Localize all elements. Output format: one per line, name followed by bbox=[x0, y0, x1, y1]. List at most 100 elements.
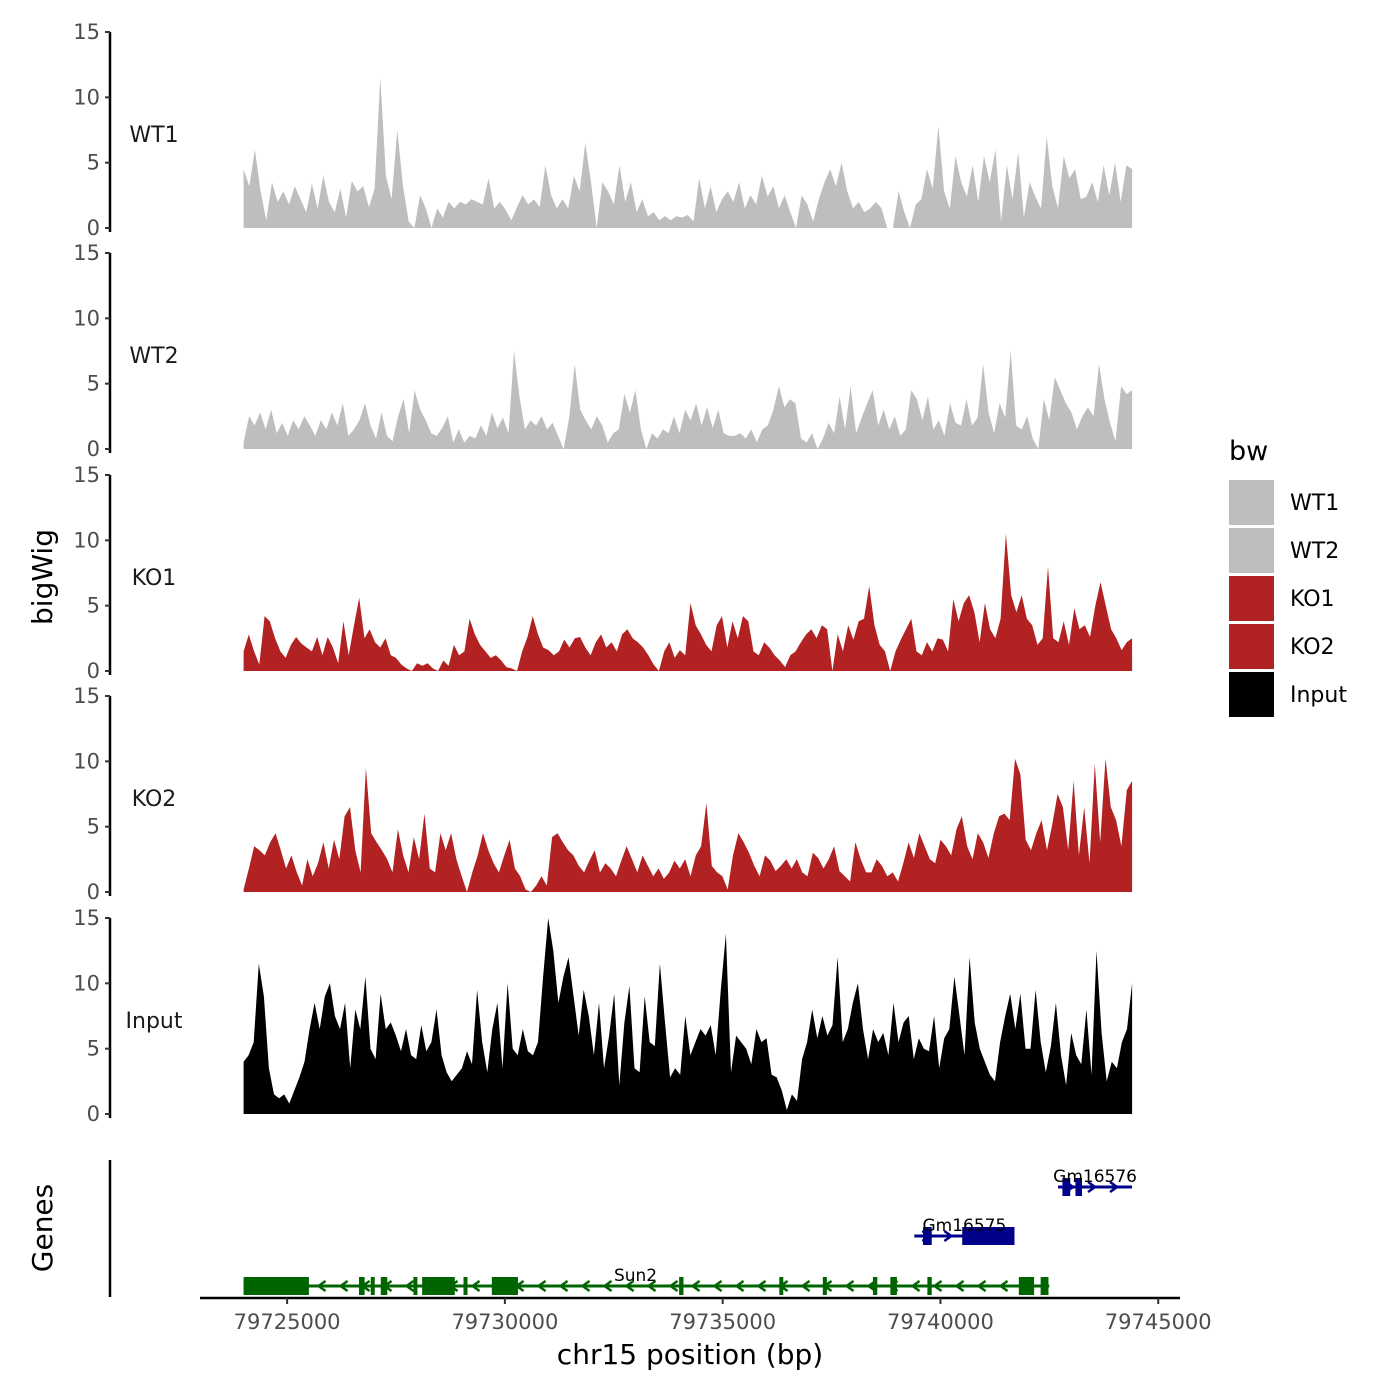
sun2-exon-12 bbox=[872, 1277, 878, 1295]
ko1-track-label: KO1 bbox=[132, 566, 177, 591]
x-tick-label-79745000: 79745000 bbox=[1105, 1310, 1212, 1334]
gm16575-strand-chevron bbox=[943, 1229, 954, 1243]
input-y-tick-label-0: 0 bbox=[87, 1102, 100, 1126]
legend-label-ko2: KO2 bbox=[1290, 635, 1335, 660]
sun2-exon-10 bbox=[779, 1277, 784, 1295]
legend-swatch-input bbox=[1229, 672, 1274, 717]
gm16575-exon-2 bbox=[962, 1227, 1015, 1245]
wt2-track-label: WT2 bbox=[129, 344, 178, 369]
wt1-y-tick-label-10: 10 bbox=[73, 85, 100, 109]
ko2-y-tick-label-10: 10 bbox=[73, 749, 100, 773]
x-tick-label-79740000: 79740000 bbox=[887, 1310, 994, 1334]
sun2-exon-14 bbox=[927, 1277, 932, 1295]
legend-label-input: Input bbox=[1290, 683, 1347, 708]
legend-swatch-ko2 bbox=[1229, 624, 1274, 669]
legend-title: bw bbox=[1229, 436, 1268, 467]
legend-swatch-wt2 bbox=[1229, 528, 1274, 573]
ko1-y-tick-label-10: 10 bbox=[73, 528, 100, 552]
ko2-track-label: KO2 bbox=[132, 787, 177, 812]
wt2-y-tick-label-5: 5 bbox=[87, 372, 100, 396]
sun2-exon-1 bbox=[243, 1277, 309, 1295]
sun2-strand-chevron bbox=[734, 1279, 745, 1293]
ko1-signal-area bbox=[243, 533, 1133, 671]
sun2-strand-chevron bbox=[602, 1279, 613, 1293]
gene-gm16576: Gm16576 bbox=[1053, 1167, 1137, 1196]
wt1-signal-area bbox=[243, 77, 1133, 228]
sun2-exon-3 bbox=[370, 1277, 375, 1295]
sun2-strand-chevron bbox=[668, 1279, 679, 1293]
track-input: 0 5 10 15 Input bbox=[73, 906, 1133, 1126]
sun2-strand-chevron bbox=[646, 1279, 657, 1293]
wt2-signal-area bbox=[243, 351, 1133, 449]
sun2-strand-chevron bbox=[910, 1279, 921, 1293]
y-axis-title-bigwig: bigWig bbox=[26, 529, 59, 625]
gm16575-exon-1 bbox=[923, 1227, 932, 1245]
gm16576-strand-chevron bbox=[1087, 1180, 1098, 1194]
track-wt2: 0 5 10 15 WT2 bbox=[73, 241, 1133, 461]
track-wt1: 0 5 10 15 WT1 bbox=[73, 20, 1133, 240]
sun2-exon-16 bbox=[1040, 1277, 1049, 1295]
legend: bw WT1 WT2 KO1 KO2 Input bbox=[1229, 436, 1347, 717]
ko1-y-tick-label-5: 5 bbox=[87, 594, 100, 618]
sun2-exon-15 bbox=[1018, 1277, 1035, 1295]
gene-track: Sun2 Gm16575 Gm16576 bbox=[108, 1160, 1137, 1297]
sun2-strand-chevron bbox=[932, 1279, 943, 1293]
sun2-strand-chevron bbox=[558, 1279, 569, 1293]
sun2-exon-13 bbox=[890, 1277, 897, 1295]
sun2-strand-chevron bbox=[976, 1279, 987, 1293]
sun2-exon-4 bbox=[380, 1277, 388, 1295]
gene-gm16575: Gm16575 bbox=[914, 1216, 1015, 1245]
gene-sun2: Sun2 bbox=[243, 1266, 1050, 1295]
sun2-exon-6 bbox=[422, 1277, 455, 1295]
sun2-strand-chevron bbox=[756, 1279, 767, 1293]
sun2-exon-11 bbox=[822, 1277, 827, 1295]
wt2-y-tick-label-10: 10 bbox=[73, 306, 100, 330]
legend-label-wt1: WT1 bbox=[1290, 491, 1339, 516]
bigwig-tracks: 0 5 10 15 WT1 0 5 10 15 WT2 0 5 10 15 KO1 0 5 10 15 KO2 0 5 10… bbox=[73, 20, 1133, 1126]
sun2-exon-2 bbox=[358, 1277, 365, 1295]
sun2-strand-chevron bbox=[800, 1279, 811, 1293]
sun2-strand-chevron bbox=[712, 1279, 723, 1293]
sun2-strand-chevron bbox=[998, 1279, 1009, 1293]
ko2-y-tick-label-5: 5 bbox=[87, 815, 100, 839]
ko2-y-tick-label-15: 15 bbox=[73, 684, 100, 708]
wt2-y-tick-label-15: 15 bbox=[73, 241, 100, 265]
legend-swatch-wt1 bbox=[1229, 480, 1274, 525]
track-ko1: 0 5 10 15 KO1 bbox=[73, 463, 1133, 683]
gm16576-exon-1 bbox=[1062, 1178, 1071, 1196]
ko2-signal-area bbox=[243, 758, 1133, 892]
wt1-track-label: WT1 bbox=[129, 123, 178, 148]
sun2-exon-8 bbox=[491, 1277, 518, 1295]
sun2-strand-chevron bbox=[624, 1279, 635, 1293]
sun2-strand-chevron bbox=[580, 1279, 591, 1293]
sun2-strand-chevron bbox=[404, 1279, 415, 1293]
sun2-strand-chevron bbox=[844, 1279, 855, 1293]
gm16576-strand-chevron bbox=[1109, 1180, 1120, 1194]
track-ko2: 0 5 10 15 KO2 bbox=[73, 684, 1133, 904]
x-tick-label-79735000: 79735000 bbox=[669, 1310, 776, 1334]
ko1-y-tick-label-0: 0 bbox=[87, 659, 100, 683]
input-signal-area bbox=[243, 918, 1133, 1114]
input-y-tick-label-10: 10 bbox=[73, 971, 100, 995]
sun2-exon-5 bbox=[413, 1277, 418, 1295]
legend-label-ko1: KO1 bbox=[1290, 587, 1335, 612]
x-axis-title: chr15 position (bp) bbox=[557, 1338, 823, 1371]
ko1-y-tick-label-15: 15 bbox=[73, 463, 100, 487]
input-track-label: Input bbox=[126, 1009, 183, 1034]
legend-label-wt2: WT2 bbox=[1290, 539, 1339, 564]
wt1-y-tick-label-15: 15 bbox=[73, 20, 100, 44]
x-axis: 79725000 79730000 79735000 79740000 79745000 bbox=[200, 1296, 1212, 1334]
x-tick-label-79725000: 79725000 bbox=[234, 1310, 341, 1334]
sun2-strand-chevron bbox=[954, 1279, 965, 1293]
legend-swatch-ko1 bbox=[1229, 576, 1274, 621]
sun2-strand-chevron bbox=[338, 1279, 349, 1293]
x-tick-label-79730000: 79730000 bbox=[451, 1310, 558, 1334]
wt2-y-tick-label-0: 0 bbox=[87, 437, 100, 461]
wt1-y-tick-label-0: 0 bbox=[87, 216, 100, 240]
sun2-strand-chevron bbox=[470, 1279, 481, 1293]
gm16575-gene-label: Gm16575 bbox=[922, 1216, 1006, 1236]
sun2-strand-chevron bbox=[690, 1279, 701, 1293]
sun2-strand-chevron bbox=[316, 1279, 327, 1293]
ko2-y-tick-label-0: 0 bbox=[87, 880, 100, 904]
